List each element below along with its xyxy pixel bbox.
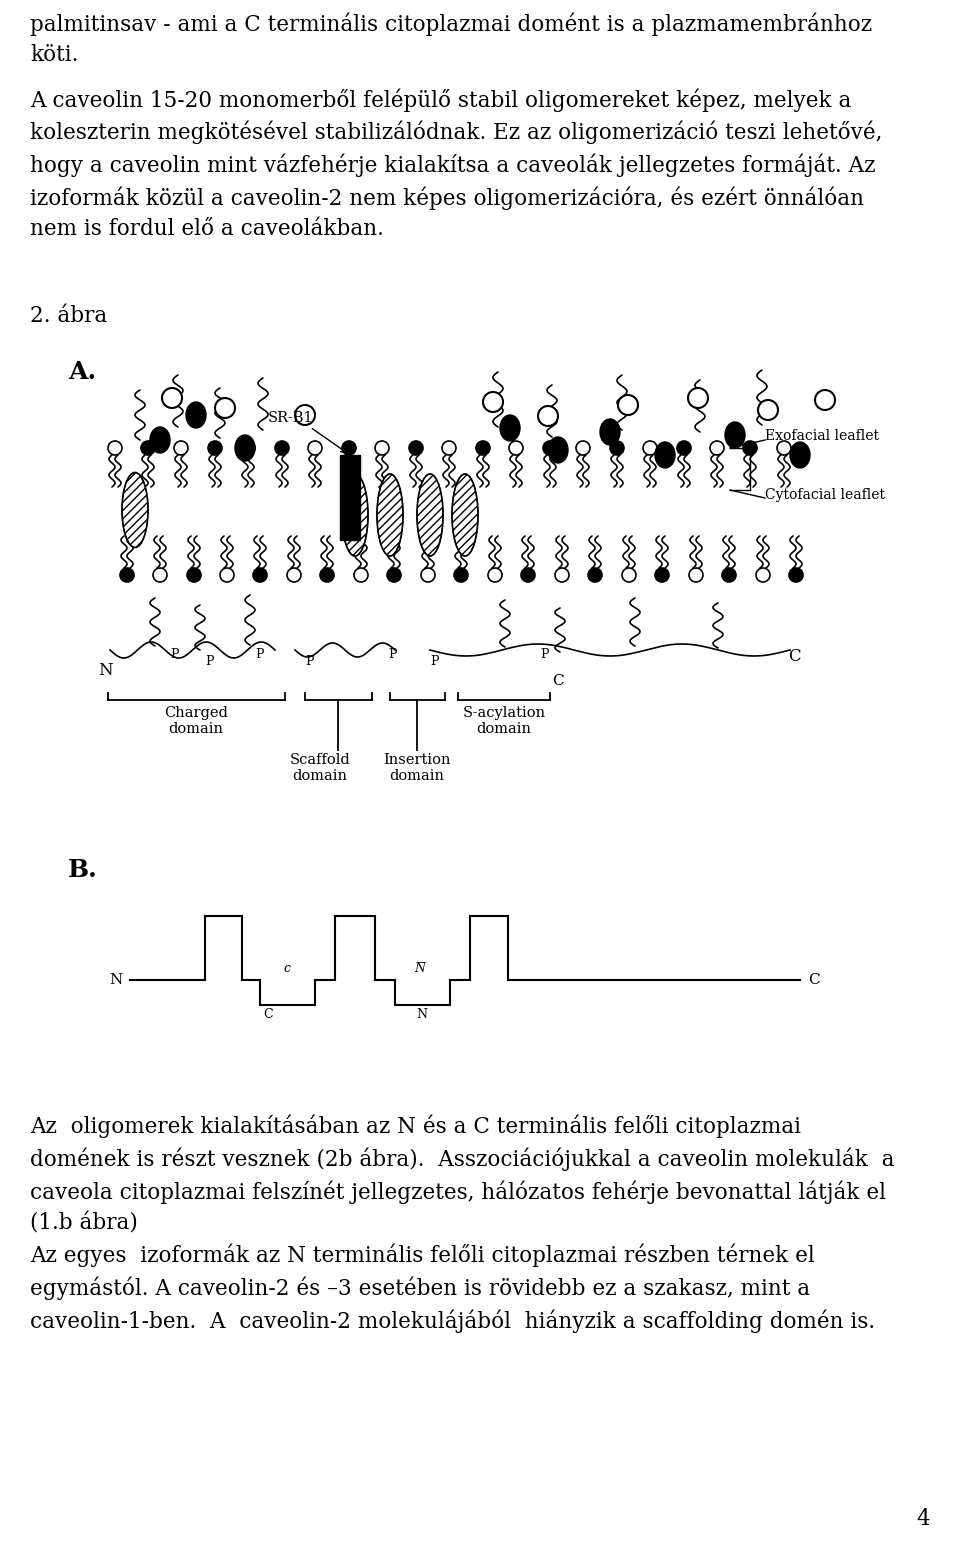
Text: N̅: N̅ xyxy=(415,961,425,975)
Circle shape xyxy=(108,441,122,455)
Circle shape xyxy=(387,568,401,582)
Circle shape xyxy=(555,568,569,582)
Text: N: N xyxy=(98,662,112,679)
Ellipse shape xyxy=(600,420,620,444)
Text: Cytofacial leaflet: Cytofacial leaflet xyxy=(765,488,885,501)
Ellipse shape xyxy=(150,427,170,454)
Text: P: P xyxy=(255,648,263,660)
Circle shape xyxy=(375,441,389,455)
Circle shape xyxy=(253,568,267,582)
Text: P: P xyxy=(305,654,314,668)
Circle shape xyxy=(622,568,636,582)
Bar xyxy=(340,455,360,540)
Text: C: C xyxy=(552,674,564,688)
Circle shape xyxy=(521,568,535,582)
Circle shape xyxy=(689,568,703,582)
Circle shape xyxy=(756,568,770,582)
Text: P: P xyxy=(430,654,439,668)
Ellipse shape xyxy=(342,474,368,555)
Text: C: C xyxy=(263,1008,273,1021)
Circle shape xyxy=(758,400,778,420)
Circle shape xyxy=(618,395,638,415)
Ellipse shape xyxy=(655,441,675,468)
Text: c: c xyxy=(283,961,291,975)
Ellipse shape xyxy=(235,435,255,461)
Text: Insertion
domain: Insertion domain xyxy=(383,753,451,784)
Circle shape xyxy=(655,568,669,582)
Text: N: N xyxy=(417,1008,427,1021)
Circle shape xyxy=(141,441,155,455)
Circle shape xyxy=(483,392,503,412)
Text: Az  oligomerek kialakításában az N és a C terminális felőli citoplazmai
domének : Az oligomerek kialakításában az N és a C… xyxy=(30,1116,895,1333)
Circle shape xyxy=(576,441,590,455)
Ellipse shape xyxy=(725,421,745,447)
Ellipse shape xyxy=(790,441,810,468)
Text: P: P xyxy=(540,648,548,660)
Circle shape xyxy=(743,441,757,455)
Text: N: N xyxy=(108,974,122,988)
Text: SR-B1: SR-B1 xyxy=(268,410,314,424)
Circle shape xyxy=(342,441,356,455)
Circle shape xyxy=(815,390,835,410)
Circle shape xyxy=(354,568,368,582)
Circle shape xyxy=(538,406,558,426)
Circle shape xyxy=(688,387,708,407)
Text: S-acylation
domain: S-acylation domain xyxy=(463,707,545,736)
Circle shape xyxy=(409,441,423,455)
Circle shape xyxy=(275,441,289,455)
Circle shape xyxy=(442,441,456,455)
Text: Exofacial leaflet: Exofacial leaflet xyxy=(765,429,879,443)
Circle shape xyxy=(295,404,315,424)
Ellipse shape xyxy=(548,437,568,463)
Circle shape xyxy=(488,568,502,582)
Circle shape xyxy=(153,568,167,582)
Circle shape xyxy=(677,441,691,455)
Circle shape xyxy=(174,441,188,455)
Text: C: C xyxy=(808,974,820,988)
Ellipse shape xyxy=(500,415,520,441)
Ellipse shape xyxy=(377,474,403,555)
Text: P: P xyxy=(388,648,396,660)
Ellipse shape xyxy=(186,403,206,427)
Text: C: C xyxy=(788,648,801,665)
Circle shape xyxy=(187,568,201,582)
Text: B.: B. xyxy=(68,858,98,883)
Circle shape xyxy=(208,441,222,455)
Ellipse shape xyxy=(122,472,148,548)
Circle shape xyxy=(789,568,803,582)
Circle shape xyxy=(308,441,322,455)
Text: Scaffold
domain: Scaffold domain xyxy=(290,753,350,784)
Text: A caveolin 15-20 monomerből felépülő stabil oligomereket képez, melyek a
koleszt: A caveolin 15-20 monomerből felépülő sta… xyxy=(30,88,882,241)
Circle shape xyxy=(454,568,468,582)
Text: palmitinsav - ami a C terminális citoplazmai domént is a plazmamembránhoz
köti.: palmitinsav - ami a C terminális citopla… xyxy=(30,12,872,66)
Circle shape xyxy=(509,441,523,455)
Circle shape xyxy=(241,441,255,455)
Text: A.: A. xyxy=(68,360,96,384)
Circle shape xyxy=(610,441,624,455)
Circle shape xyxy=(543,441,557,455)
Text: Charged
domain: Charged domain xyxy=(164,707,228,736)
Circle shape xyxy=(710,441,724,455)
Ellipse shape xyxy=(452,474,478,555)
Circle shape xyxy=(220,568,234,582)
Circle shape xyxy=(722,568,736,582)
Text: 4: 4 xyxy=(917,1508,930,1531)
Text: P: P xyxy=(170,648,179,660)
Circle shape xyxy=(421,568,435,582)
Circle shape xyxy=(777,441,791,455)
Circle shape xyxy=(215,398,235,418)
Circle shape xyxy=(643,441,657,455)
Circle shape xyxy=(588,568,602,582)
Text: 2. ábra: 2. ábra xyxy=(30,306,108,327)
Text: P: P xyxy=(205,654,213,668)
Circle shape xyxy=(120,568,134,582)
Ellipse shape xyxy=(417,474,443,555)
Circle shape xyxy=(162,387,182,407)
Circle shape xyxy=(287,568,301,582)
Circle shape xyxy=(476,441,490,455)
Circle shape xyxy=(320,568,334,582)
